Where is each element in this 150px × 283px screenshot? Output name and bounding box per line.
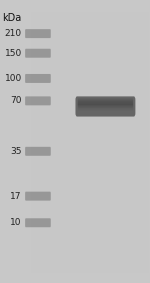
FancyBboxPatch shape [75,97,135,117]
FancyBboxPatch shape [78,98,133,105]
FancyBboxPatch shape [25,29,51,38]
Text: 17: 17 [10,192,22,201]
Text: 35: 35 [10,147,22,156]
Text: 10: 10 [10,218,22,227]
FancyBboxPatch shape [25,218,51,227]
FancyBboxPatch shape [25,147,51,156]
Text: 70: 70 [10,97,22,105]
Text: 100: 100 [4,74,22,83]
Text: kDa: kDa [3,13,22,23]
FancyBboxPatch shape [78,102,133,110]
Text: 150: 150 [4,49,22,58]
Text: 210: 210 [5,29,22,38]
FancyBboxPatch shape [25,74,51,83]
FancyBboxPatch shape [25,192,51,201]
FancyBboxPatch shape [25,97,51,105]
FancyBboxPatch shape [25,49,51,58]
FancyBboxPatch shape [78,101,133,108]
FancyBboxPatch shape [78,100,133,107]
